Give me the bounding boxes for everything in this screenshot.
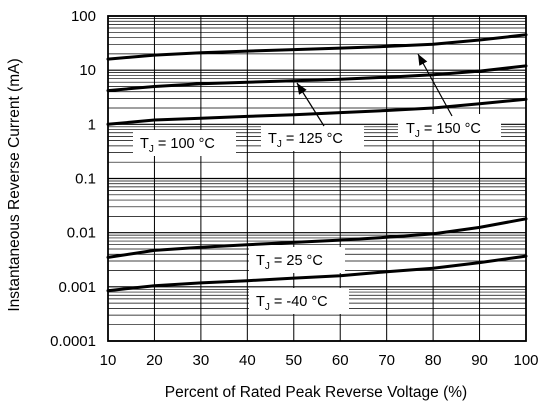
tick-labels: 10 20 30 40 50 60 70 80 90 100 0.0001 0.001 0.01 0.1 1… [50,8,538,369]
y-tick-label: 10 [79,62,96,79]
series-label: TJ = 125 °C [268,131,343,150]
x-tick-label: 50 [285,352,302,369]
y-tick-label: 0.001 [58,279,96,296]
x-tick-label: 20 [146,352,163,369]
curve-label: TJ = -40 °C [249,288,349,314]
curve-label: TJ = 100 °C [133,130,236,156]
series-curves [106,33,528,293]
series-line [106,217,528,259]
arrow-line [417,53,453,117]
series-label: TJ = -40 °C [256,294,328,313]
y-tick-label: 100 [71,8,96,25]
x-tick-label: 40 [239,352,256,369]
x-tick-label: 30 [193,352,210,369]
label-background [261,125,364,151]
label-background [249,247,345,273]
x-tick-label: 70 [378,352,395,369]
label-background [249,288,349,314]
x-axis-label: Percent of Rated Peak Reverse Voltage (%… [165,384,467,401]
arrow-head [418,54,428,66]
series-line [106,64,528,93]
label-background [133,130,236,156]
x-tick-label: 10 [100,352,117,369]
series-label: TJ = 100 °C [140,136,215,155]
series-line [106,33,528,61]
curve-label: TJ = 150 °C [398,53,501,140]
series-line [106,254,528,293]
x-tick-label: 100 [513,352,538,369]
curve-label: TJ = 25 °C [249,247,345,273]
y-tick-label: 0.01 [67,225,96,242]
series-label: TJ = 150 °C [406,121,481,140]
y-tick-label: 0.0001 [50,333,96,350]
y-tick-label: 1 [88,116,96,133]
x-tick-label: 60 [332,352,349,369]
curve-labels: TJ = 150 °C TJ = 125 °C TJ = 100 °C TJ = 25… [133,53,501,314]
series-label: TJ = 25 °C [256,253,323,272]
plot-frame [107,15,527,342]
x-tick-label: 90 [471,352,488,369]
y-tick-label: 0.1 [75,171,96,188]
series-line [106,97,528,126]
y-axis-label: Instantaneous Reverse Current (mA) [6,58,23,311]
x-tick-label: 80 [425,352,442,369]
arrow-head [297,83,307,95]
curve-label: TJ = 125 °C [261,82,364,151]
label-background [398,114,501,140]
